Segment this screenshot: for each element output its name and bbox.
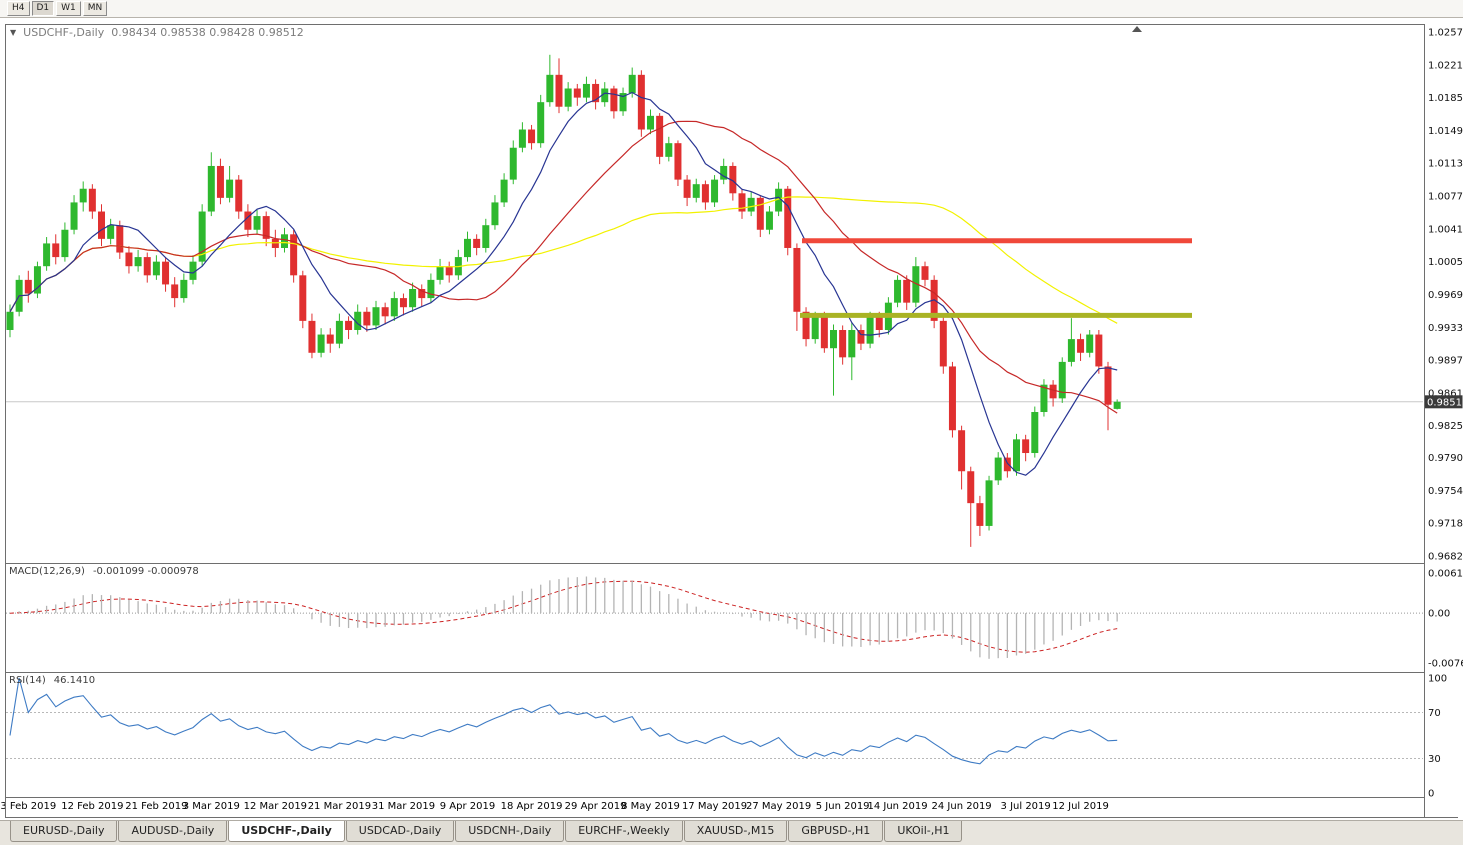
svg-text:3 Feb 2019: 3 Feb 2019 [0, 801, 56, 812]
chart-tab-audusd-daily[interactable]: AUDUSD-,Daily [118, 821, 227, 842]
slow-ma-line [10, 197, 1117, 323]
macd-histogram [10, 577, 1117, 659]
svg-text:30: 30 [1428, 754, 1441, 765]
chart-tab-eurusd-daily[interactable]: EURUSD-,Daily [10, 821, 117, 842]
svg-text:29 Apr 2019: 29 Apr 2019 [565, 801, 627, 812]
svg-text:100: 100 [1428, 674, 1447, 685]
svg-text:12 Jul 2019: 12 Jul 2019 [1052, 801, 1109, 812]
macd-panel: 0.00613 0.00 -0.00761 [6, 569, 1463, 670]
chart-tab-usdchf-daily[interactable]: USDCHF-,Daily [228, 821, 344, 842]
chart-ohlc-values: 0.98434 0.98538 0.98428 0.98512 [111, 26, 303, 39]
chart-shift-marker-icon[interactable] [1132, 26, 1142, 32]
svg-text:12 Mar 2019: 12 Mar 2019 [244, 801, 307, 812]
svg-text:9 Apr 2019: 9 Apr 2019 [440, 801, 495, 812]
chart-header: ▼ USDCHF-,Daily 0.98434 0.98538 0.98428 … [10, 26, 304, 39]
chart-tab-ukoil-h1[interactable]: UKOil-,H1 [884, 821, 962, 842]
chart-tab-usdcad-daily[interactable]: USDCAD-,Daily [346, 821, 454, 842]
timeframe-button-mn[interactable]: MN [83, 1, 108, 16]
svg-text:17 May 2019: 17 May 2019 [682, 801, 747, 812]
svg-text:18 Apr 2019: 18 Apr 2019 [501, 801, 563, 812]
chart-tab-gbpusd-h1[interactable]: GBPUSD-,H1 [788, 821, 883, 842]
svg-text:1.01490: 1.01490 [1428, 126, 1463, 137]
svg-text:0.98512: 0.98512 [1427, 397, 1463, 408]
rsi-panel: 100 70 30 0 [6, 674, 1447, 800]
svg-text:1.02570: 1.02570 [1428, 28, 1463, 39]
svg-text:0.00: 0.00 [1428, 609, 1450, 620]
macd-name: MACD(12,26,9) [9, 566, 85, 577]
current-price-badge: 0.98512 [1425, 395, 1463, 408]
svg-text:1.01850: 1.01850 [1428, 93, 1463, 104]
svg-text:70: 70 [1428, 708, 1441, 719]
svg-text:0: 0 [1428, 789, 1434, 800]
macd-indicator-label: MACD(12,26,9) -0.001099 -0.000978 [9, 566, 199, 577]
chart-canvas[interactable]: 1.02570 1.02210 1.01850 1.01490 1.01130 1.007… [0, 18, 1463, 818]
svg-text:1.01130: 1.01130 [1428, 159, 1463, 170]
rsi-line [10, 678, 1117, 764]
timeframe-button-d1[interactable]: D1 [32, 1, 55, 16]
svg-text:1.00770: 1.00770 [1428, 192, 1463, 203]
rsi-indicator-label: RSI(14) 46.1410 [9, 675, 95, 686]
svg-text:5 Jun 2019: 5 Jun 2019 [816, 801, 870, 812]
macd-values: -0.001099 -0.000978 [93, 566, 199, 577]
svg-text:3 Jul 2019: 3 Jul 2019 [1001, 801, 1051, 812]
chart-symbol-label: USDCHF-,Daily [23, 26, 104, 39]
overlay-lines [800, 241, 1192, 316]
rsi-value: 46.1410 [54, 675, 95, 686]
svg-text:8 May 2019: 8 May 2019 [621, 801, 680, 812]
svg-text:12 Feb 2019: 12 Feb 2019 [61, 801, 123, 812]
price-axis: 1.02570 1.02210 1.01850 1.01490 1.01130 1.007… [1428, 28, 1463, 563]
macd-signal-line [10, 581, 1117, 652]
symbol-dropdown-icon[interactable]: ▼ [10, 28, 16, 37]
svg-text:21 Mar 2019: 21 Mar 2019 [308, 801, 371, 812]
svg-text:14 Jun 2019: 14 Jun 2019 [867, 801, 927, 812]
svg-text:3 Mar 2019: 3 Mar 2019 [183, 801, 240, 812]
chart-tab-usdcnh-daily[interactable]: USDCNH-,Daily [455, 821, 564, 842]
panel-borders [5, 24, 1458, 818]
chart-tab-eurchf-weekly[interactable]: EURCHF-,Weekly [565, 821, 683, 842]
svg-text:1.00410: 1.00410 [1428, 224, 1463, 235]
rsi-name: RSI(14) [9, 675, 46, 686]
svg-text:1.02210: 1.02210 [1428, 60, 1463, 71]
timeframe-button-w1[interactable]: W1 [56, 1, 81, 16]
svg-text:-0.00761: -0.00761 [1428, 659, 1463, 670]
chart-tab-xauusd-m15[interactable]: XAUUSD-,M15 [684, 821, 788, 842]
svg-text:31 Mar 2019: 31 Mar 2019 [372, 801, 435, 812]
timeframe-button-h4[interactable]: H4 [7, 1, 30, 16]
svg-text:21 Feb 2019: 21 Feb 2019 [125, 801, 187, 812]
svg-text:27 May 2019: 27 May 2019 [746, 801, 811, 812]
svg-text:0.00613: 0.00613 [1428, 569, 1463, 580]
svg-text:24 Jun 2019: 24 Jun 2019 [932, 801, 992, 812]
